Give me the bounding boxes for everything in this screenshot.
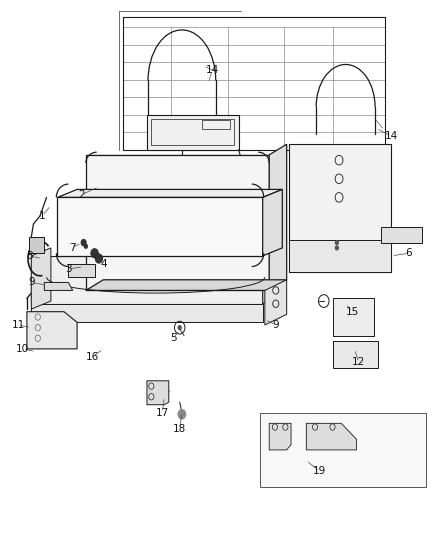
Text: 19: 19 — [313, 466, 326, 476]
Polygon shape — [57, 189, 283, 197]
Text: 8: 8 — [26, 251, 32, 261]
Polygon shape — [31, 256, 263, 304]
Circle shape — [174, 131, 181, 139]
Circle shape — [91, 248, 99, 258]
Circle shape — [95, 254, 103, 263]
Polygon shape — [147, 115, 239, 150]
Polygon shape — [269, 423, 291, 450]
Polygon shape — [289, 240, 392, 272]
Text: 17: 17 — [155, 408, 169, 418]
Text: 10: 10 — [16, 344, 29, 354]
Polygon shape — [332, 298, 374, 336]
Polygon shape — [265, 280, 287, 325]
Polygon shape — [31, 248, 51, 309]
Text: 14: 14 — [206, 65, 219, 75]
Text: 2: 2 — [78, 190, 85, 200]
Text: 7: 7 — [69, 243, 76, 253]
Circle shape — [161, 131, 168, 139]
Text: 4: 4 — [100, 259, 106, 269]
Polygon shape — [173, 181, 186, 197]
Text: 16: 16 — [86, 352, 99, 362]
Text: 5: 5 — [170, 333, 177, 343]
Polygon shape — [57, 197, 263, 256]
Circle shape — [335, 240, 339, 245]
Polygon shape — [332, 341, 378, 368]
Circle shape — [177, 409, 186, 419]
Text: 18: 18 — [173, 424, 186, 434]
Polygon shape — [27, 312, 77, 349]
Text: 1: 1 — [39, 211, 46, 221]
Polygon shape — [269, 144, 287, 290]
Circle shape — [84, 244, 88, 249]
Text: 9: 9 — [28, 278, 35, 287]
Text: 12: 12 — [352, 357, 365, 367]
Text: 3: 3 — [65, 264, 72, 274]
Circle shape — [81, 239, 87, 246]
Polygon shape — [381, 227, 422, 243]
Text: 6: 6 — [406, 248, 412, 258]
Polygon shape — [68, 264, 95, 277]
Polygon shape — [86, 155, 269, 290]
Polygon shape — [261, 413, 426, 487]
Circle shape — [187, 131, 194, 139]
Polygon shape — [289, 144, 392, 272]
Text: 14: 14 — [385, 131, 398, 141]
Text: 9: 9 — [272, 320, 279, 330]
Text: 11: 11 — [11, 320, 25, 330]
Polygon shape — [306, 423, 357, 450]
Polygon shape — [86, 280, 287, 290]
Circle shape — [177, 325, 182, 330]
Text: 15: 15 — [346, 306, 359, 317]
Polygon shape — [263, 189, 283, 256]
Polygon shape — [29, 237, 44, 253]
Polygon shape — [263, 248, 283, 304]
Polygon shape — [147, 381, 169, 405]
Circle shape — [335, 245, 339, 251]
Polygon shape — [31, 304, 263, 322]
Polygon shape — [44, 282, 73, 290]
